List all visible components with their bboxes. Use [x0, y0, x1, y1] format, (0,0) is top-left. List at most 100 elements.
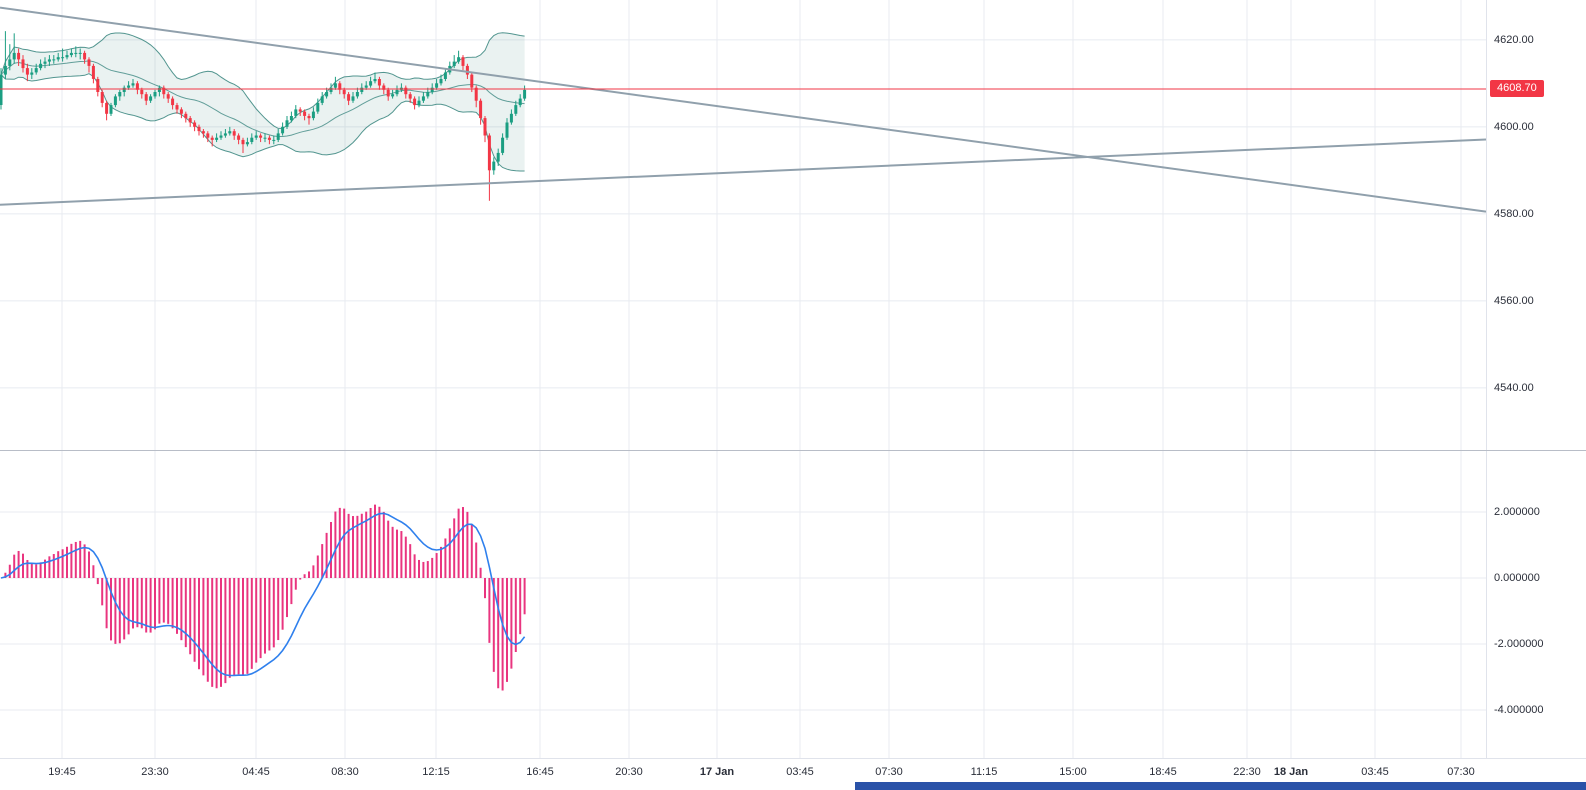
candle-body [193, 122, 197, 127]
candle-body [329, 87, 333, 92]
price-axis-label: 4580.00 [1494, 207, 1534, 220]
time-axis-label: 19:45 [48, 766, 76, 778]
candle-body [25, 68, 29, 75]
candle-body [179, 109, 183, 114]
pane-separator[interactable] [0, 450, 1586, 451]
time-axis-label: 11:15 [970, 766, 998, 778]
candle-body [109, 105, 113, 114]
candle-body [78, 52, 82, 54]
time-axis[interactable]: 19:45 23:30 04:45 08:30 12:15 16:45 20:30 17 Ja… [0, 758, 1586, 790]
candle-body [325, 92, 329, 97]
candle-body [144, 94, 148, 101]
candle-body [382, 85, 386, 90]
candle-body [316, 102, 320, 112]
candle-body [298, 109, 302, 112]
candle-body [426, 92, 430, 97]
macd-signal-line [0, 512, 526, 677]
time-axis-label: 18 Jan [1273, 766, 1309, 778]
candle-body [377, 79, 381, 86]
time-axis-label: 22:30 [1233, 766, 1261, 778]
candle-body [162, 87, 166, 95]
candle-body [505, 122, 509, 138]
candle-body [373, 79, 377, 82]
candle-body [413, 98, 417, 106]
time-axis-label: 03:45 [786, 766, 814, 778]
candle-body [501, 137, 505, 153]
candle-body [452, 61, 456, 66]
chart-canvas[interactable] [0, 0, 1486, 758]
price-axis[interactable]: 4608.70 4620.00 4600.00 4580.00 4560.00 4540… [1486, 0, 1586, 758]
time-axis-label: 16:45 [526, 766, 554, 778]
candle-body [184, 113, 188, 119]
candle-body [3, 65, 7, 75]
candle-body [210, 137, 214, 140]
candle-body [430, 87, 434, 92]
indicator-axis-label: 0.000000 [1494, 572, 1540, 584]
time-axis-label: 18:45 [1149, 766, 1177, 778]
candle-body [157, 87, 161, 92]
candle-body [17, 52, 21, 60]
candle-body [43, 61, 47, 64]
candle-body [289, 116, 293, 121]
candle-body [127, 85, 131, 88]
candle-body [523, 89, 527, 99]
last-price-label: 4608.70 [1490, 80, 1544, 97]
candle-body [347, 94, 351, 101]
candle-body [509, 113, 513, 123]
candle-body [294, 109, 298, 116]
candle-body [470, 74, 474, 88]
candle-body [395, 89, 399, 95]
candle-body [201, 131, 205, 134]
candle-body [135, 83, 139, 90]
candle-body [474, 87, 478, 101]
bollinger-fill [1, 32, 525, 172]
candle-body [369, 81, 373, 86]
candle-body [496, 152, 500, 162]
candle-body [285, 120, 289, 127]
candle-body [96, 79, 100, 92]
macd-histogram-layer [4, 504, 526, 691]
candle-body [215, 137, 219, 140]
candle-body [355, 92, 359, 97]
candle-body [30, 72, 34, 75]
trendline[interactable] [0, 138, 1486, 206]
candle-body [404, 87, 408, 95]
candle-body [12, 52, 16, 60]
candle-body [0, 74, 3, 105]
time-axis-label: 04:45 [242, 766, 270, 778]
candle-body [386, 89, 390, 97]
grid-layer [0, 0, 1486, 758]
candle-body [263, 137, 267, 139]
candle-body [39, 63, 43, 69]
indicator-axis-label: -2.000000 [1494, 638, 1544, 650]
time-axis-label: 15:00 [1059, 766, 1087, 778]
candle-body [267, 137, 271, 140]
candle-body [479, 100, 483, 119]
candle-body [333, 83, 337, 88]
candle-body [21, 59, 25, 69]
trendline[interactable] [0, 6, 1486, 213]
price-axis-label: 4620.00 [1494, 33, 1534, 46]
candle-body [276, 133, 280, 140]
price-axis-label: 4560.00 [1494, 294, 1534, 307]
candle-body [408, 94, 412, 99]
bollinger-upper-line [0, 32, 525, 129]
candle-body [52, 59, 56, 61]
candle-body [61, 57, 65, 59]
candle-body [435, 83, 439, 88]
candle-body [492, 161, 496, 171]
bollinger-lower-line [0, 73, 525, 172]
candle-body [518, 98, 522, 106]
candle-body [87, 59, 91, 66]
candle-body [65, 55, 69, 58]
candle-body [250, 137, 254, 142]
candle-body [417, 100, 421, 105]
candle-body [259, 135, 263, 138]
candle-body [149, 96, 153, 101]
time-axis-label: 08:30 [331, 766, 359, 778]
candle-body [342, 89, 346, 95]
indicator-axis-label: -4.000000 [1494, 704, 1544, 716]
price-axis-label: 4540.00 [1494, 381, 1534, 394]
candle-body [188, 118, 192, 123]
